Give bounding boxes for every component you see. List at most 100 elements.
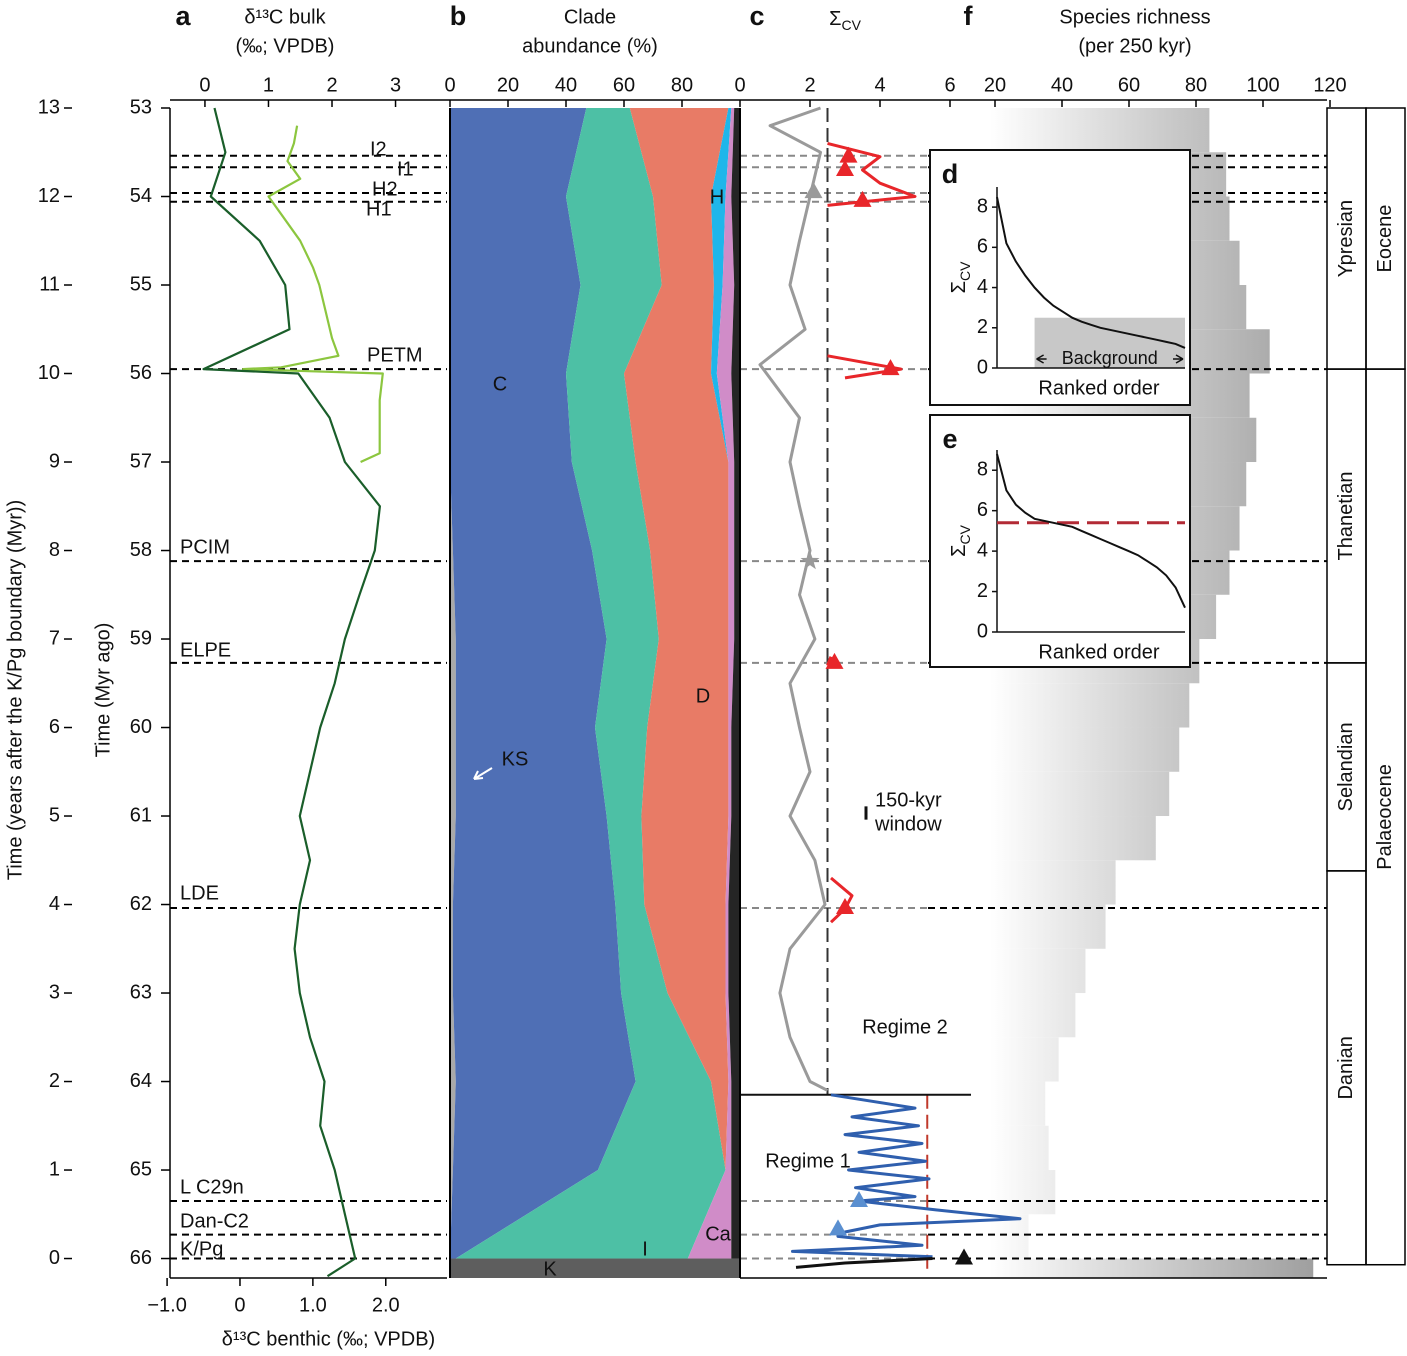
curve [826,141,917,924]
series-label: I [642,1238,648,1260]
bar [928,816,1156,861]
marker [800,551,820,570]
panel-letter: a [175,1,191,31]
event-label: H1 [366,198,392,220]
curve [996,453,1186,609]
age-tick-label: 66 [130,1247,152,1269]
top-tick-label: 0 [199,74,210,96]
curve [795,1257,933,1269]
marker [839,146,858,163]
time-tick-label: 8 [49,539,60,561]
time-tick-label: 6 [49,716,60,738]
event-label: H2 [372,178,398,200]
bar [928,1081,1046,1126]
bottom-tick-label: 2.0 [372,1294,400,1316]
curve [242,125,384,463]
top-tick-label: 2 [804,74,815,96]
inset-y-label: ΣCV [948,261,972,293]
inset-y-tick-label: 8 [977,459,988,481]
panel-letter: c [749,1,764,31]
annotation: Regime 1 [765,1150,851,1172]
panel-title: (‰; VPDB) [236,35,335,57]
time-tick-label: 2 [49,1070,60,1092]
marker [836,898,854,915]
marker [825,652,844,669]
age-tick-label: 57 [130,450,152,472]
stage-box [1365,368,1406,1266]
event-label: I1 [397,158,414,180]
age-axis-label: Time (Myr ago) [92,623,114,758]
age-tick-label: 65 [130,1158,152,1180]
event-label: PETM [367,344,423,366]
curve [758,106,829,1092]
age-tick-label: 62 [130,893,152,915]
inset-y-tick-label: 2 [977,580,988,602]
bar [928,1258,1314,1278]
time-tick-label: 11 [39,273,60,295]
time-tick-label: 12 [38,185,60,207]
marker [804,182,823,199]
bar [928,904,1106,949]
marker [955,1248,973,1265]
time-tick-label: 7 [49,627,60,649]
bar [928,727,1180,772]
panel-title-sub: CV [841,17,861,33]
area [455,108,726,1259]
k-label: K [543,1258,557,1280]
series-label: Ca [705,1223,731,1245]
time-tick-label: 1 [49,1158,60,1180]
series-label: C [493,373,507,395]
time-tick-label: 13 [38,96,60,118]
age-tick-label: 54 [130,185,152,207]
panel-title: δ¹³C bulk [244,6,326,28]
inset-y-label-main: Σ [948,545,970,557]
series-label: D [696,685,710,707]
stage-label: Ypresian [1335,200,1357,277]
time-tick-label: 0 [49,1247,60,1269]
top-tick-label: 1 [263,74,274,96]
inset-y-label-sub: CV [957,524,973,544]
event-label: Dan-C2 [180,1210,249,1232]
series-label: H [710,186,724,208]
inset-y-tick-label: 8 [977,195,988,217]
background-arrows [1036,354,1184,364]
inset-y-tick-label: 4 [977,539,988,561]
stage-label: Palaeocene [1374,764,1396,870]
background-region [1034,317,1185,368]
time-tick-label: 9 [49,450,60,472]
panel-letter: b [450,1,467,31]
top-tick-label: 40 [1051,74,1073,96]
area [624,108,729,1259]
inset-y-tick-label: 4 [977,276,988,298]
top-tick-label: 2 [326,74,337,96]
top-tick-label: 80 [1185,74,1207,96]
panel-title: ΣCV [829,8,861,32]
top-tick-label: 40 [555,74,577,96]
bar [928,948,1086,994]
time-axis-label: Time (years after the K/Pg boundary (Myr… [4,500,26,881]
event-label: ELPE [180,639,231,661]
annotation: window [874,813,942,835]
stage-label: Thanetian [1335,472,1357,561]
panel-letter: d [942,159,959,189]
bar [928,993,1076,1038]
area [728,108,740,1259]
bottom-tick-label: −1.0 [147,1294,186,1316]
age-tick-label: 64 [130,1070,152,1092]
inset-y-tick-label: 0 [977,356,988,378]
top-tick-label: 60 [613,74,635,96]
top-tick-label: 20 [497,74,519,96]
series-label: KS [502,748,529,770]
top-tick-label: 0 [444,74,455,96]
bar [928,771,1170,817]
inset-x-label: Ranked order [1038,377,1160,399]
bar [928,683,1190,728]
area [450,108,456,1259]
bar [928,1125,1049,1171]
top-tick-label: 60 [1118,74,1140,96]
annotation: Regime 2 [862,1016,948,1038]
panel-title: (per 250 kyr) [1078,35,1191,57]
bottom-tick-label: 1.0 [299,1294,327,1316]
panel-title: Clade [564,6,616,28]
